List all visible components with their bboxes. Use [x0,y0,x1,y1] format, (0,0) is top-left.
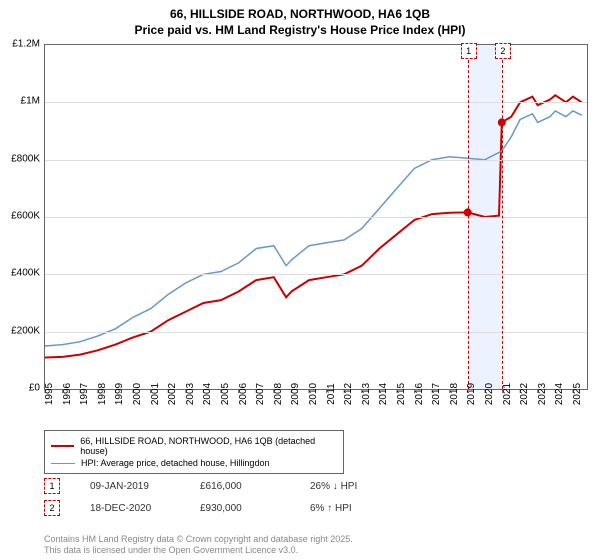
gridline [45,217,587,218]
x-tick-label: 1998 [97,383,108,405]
legend-swatch [51,463,75,464]
x-tick-label: 2012 [343,383,354,405]
marker-label: 1 [461,43,477,59]
legend-item: 66, HILLSIDE ROAD, NORTHWOOD, HA6 1QB (d… [51,435,337,457]
marker-table-row: 1 09-JAN-2019 £616,000 26% ↓ HPI [44,475,390,497]
x-tick-label: 2003 [185,383,196,405]
gridline [45,160,587,161]
marker-date: 09-JAN-2019 [90,481,170,492]
x-tick-label: 2021 [502,383,513,405]
x-tick-label: 1995 [44,383,55,405]
marker-table: 1 09-JAN-2019 £616,000 26% ↓ HPI 2 18-DEC-202… [44,475,390,519]
marker-id-box: 2 [44,500,60,516]
y-tick-label: £800K [11,153,40,164]
x-tick-label: 1996 [62,383,73,405]
legend-item: HPI: Average price, detached house, Hill… [51,457,337,469]
x-tick-label: 2005 [220,383,231,405]
y-tick-label: £200K [11,325,40,336]
x-tick-label: 2010 [308,383,319,405]
x-tick-label: 2001 [150,383,161,405]
x-tick-label: 2009 [290,383,301,405]
footer-line2: This data is licensed under the Open Gov… [44,545,353,556]
y-tick-label: £1M [21,96,40,107]
x-tick-label: 2006 [238,383,249,405]
marker-label: 2 [495,43,511,59]
y-tick-label: £600K [11,211,40,222]
marker-line [468,45,469,389]
footer: Contains HM Land Registry data © Crown c… [44,534,353,557]
x-tick-label: 2018 [449,383,460,405]
marker-table-row: 2 18-DEC-2020 £930,000 6% ↑ HPI [44,497,390,519]
x-tick-label: 2025 [572,383,583,405]
marker-line [502,45,503,389]
marker-delta: 26% ↓ HPI [310,481,390,492]
x-tick-label: 2004 [202,383,213,405]
chart-title: 66, HILLSIDE ROAD, NORTHWOOD, HA6 1QB Pr… [0,0,600,38]
footer-line1: Contains HM Land Registry data © Crown c… [44,534,353,545]
chart-container: 66, HILLSIDE ROAD, NORTHWOOD, HA6 1QB Pr… [0,0,600,560]
x-tick-label: 1997 [79,383,90,405]
gridline [45,332,587,333]
x-tick-label: 2011 [326,383,337,405]
y-tick-label: £400K [11,268,40,279]
x-axis-labels: 1995199619971998199920002001200220032004… [44,392,588,428]
y-tick-label: £0 [29,383,40,394]
plot-area: 12 [44,44,588,390]
x-tick-label: 2022 [519,383,530,405]
x-tick-label: 2019 [466,383,477,405]
legend: 66, HILLSIDE ROAD, NORTHWOOD, HA6 1QB (d… [44,430,344,474]
x-tick-label: 2008 [273,383,284,405]
gridline [45,102,587,103]
legend-label: HPI: Average price, detached house, Hill… [81,458,269,468]
gridline [45,274,587,275]
x-tick-label: 2007 [255,383,266,405]
title-line1: 66, HILLSIDE ROAD, NORTHWOOD, HA6 1QB [0,6,600,22]
x-tick-label: 2014 [378,383,389,405]
marker-date: 18-DEC-2020 [90,503,170,514]
x-tick-label: 2013 [361,383,372,405]
y-axis-labels: £0£200K£400K£600K£800K£1M£1.2M [0,44,42,390]
x-tick-label: 1999 [114,383,125,405]
x-tick-label: 2002 [167,383,178,405]
x-tick-label: 2016 [414,383,425,405]
y-tick-label: £1.2M [12,39,40,50]
marker-delta: 6% ↑ HPI [310,503,390,514]
x-tick-label: 2020 [484,383,495,405]
legend-swatch [51,445,74,447]
marker-price: £616,000 [200,481,280,492]
x-tick-label: 2017 [431,383,442,405]
legend-label: 66, HILLSIDE ROAD, NORTHWOOD, HA6 1QB (d… [80,436,337,456]
x-tick-label: 2023 [537,383,548,405]
title-line2: Price paid vs. HM Land Registry's House … [0,22,600,38]
marker-id-box: 1 [44,478,60,494]
marker-price: £930,000 [200,503,280,514]
x-tick-label: 2015 [396,383,407,405]
x-tick-label: 2000 [132,383,143,405]
x-tick-label: 2024 [554,383,565,405]
